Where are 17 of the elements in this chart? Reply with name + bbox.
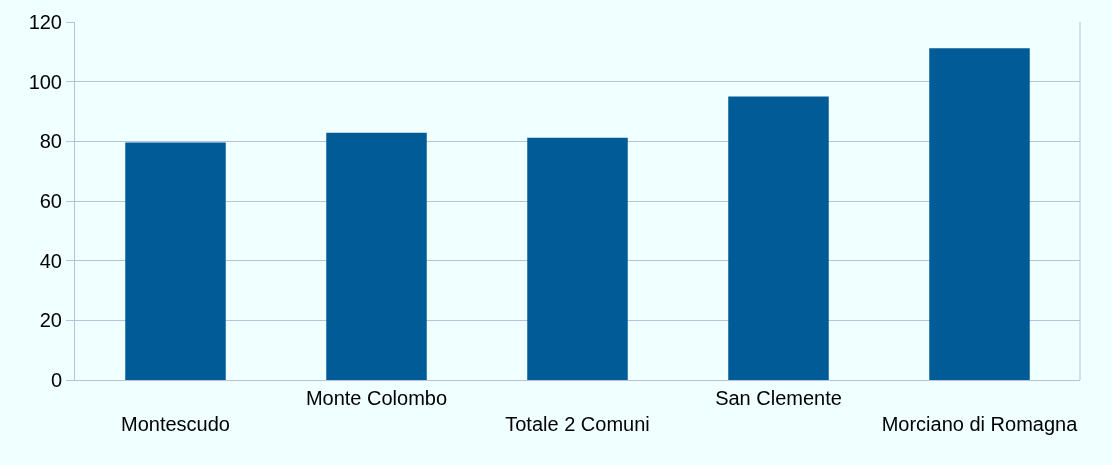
- bar: [326, 132, 427, 380]
- x-tick-label: Totale 2 Comuni: [505, 413, 650, 435]
- bar: [527, 137, 628, 380]
- x-tick-label: San Clemente: [715, 387, 842, 409]
- y-tick-label: 0: [50, 369, 62, 391]
- y-tick-label: 60: [39, 190, 62, 212]
- x-tick-label: Morciano di Romagna: [881, 413, 1079, 435]
- y-tick-label: 40: [39, 249, 62, 272]
- bar: [929, 48, 1030, 380]
- bar: [125, 142, 226, 380]
- x-tick-label: Monte Colombo: [305, 387, 448, 409]
- x-tick-label: Montescudo: [121, 413, 230, 435]
- bar: [728, 96, 829, 380]
- y-tick-label: 20: [39, 309, 62, 332]
- y-tick-label: 80: [39, 130, 62, 153]
- y-tick-label: 100: [28, 70, 62, 93]
- y-tick-label: 120: [28, 11, 62, 33]
